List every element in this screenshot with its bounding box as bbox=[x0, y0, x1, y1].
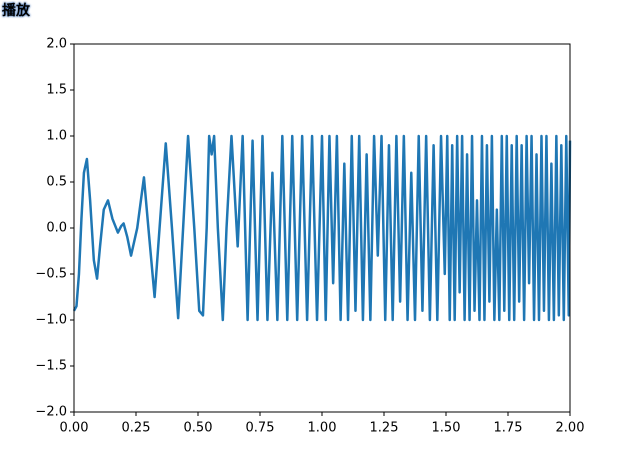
y-tick-label: −2.0 bbox=[35, 405, 67, 420]
y-tick-label: 0.5 bbox=[46, 175, 67, 190]
x-tick-label: 1.25 bbox=[370, 421, 399, 436]
x-tick-label: 1.00 bbox=[308, 421, 337, 436]
x-tick-label: 1.50 bbox=[432, 421, 461, 436]
y-tick-label: 1.5 bbox=[46, 83, 67, 98]
y-tick-label: −0.5 bbox=[35, 267, 67, 282]
data-line bbox=[72, 134, 572, 322]
x-tick-label: 1.75 bbox=[494, 421, 523, 436]
y-tick-label: 2.0 bbox=[46, 37, 67, 52]
x-tick-label: 0.50 bbox=[184, 421, 213, 436]
x-tick-label: 0.25 bbox=[122, 421, 151, 436]
y-tick-label: 1.0 bbox=[46, 129, 67, 144]
play-button[interactable]: 播放 bbox=[2, 3, 30, 19]
x-tick-label: 2.00 bbox=[556, 421, 585, 436]
y-tick-label: −1.0 bbox=[35, 313, 67, 328]
x-tick-label: 0.00 bbox=[60, 421, 89, 436]
y-tick-label: 0.0 bbox=[46, 221, 67, 236]
y-tick-label: −1.5 bbox=[35, 359, 67, 374]
x-tick-label: 0.75 bbox=[246, 421, 275, 436]
